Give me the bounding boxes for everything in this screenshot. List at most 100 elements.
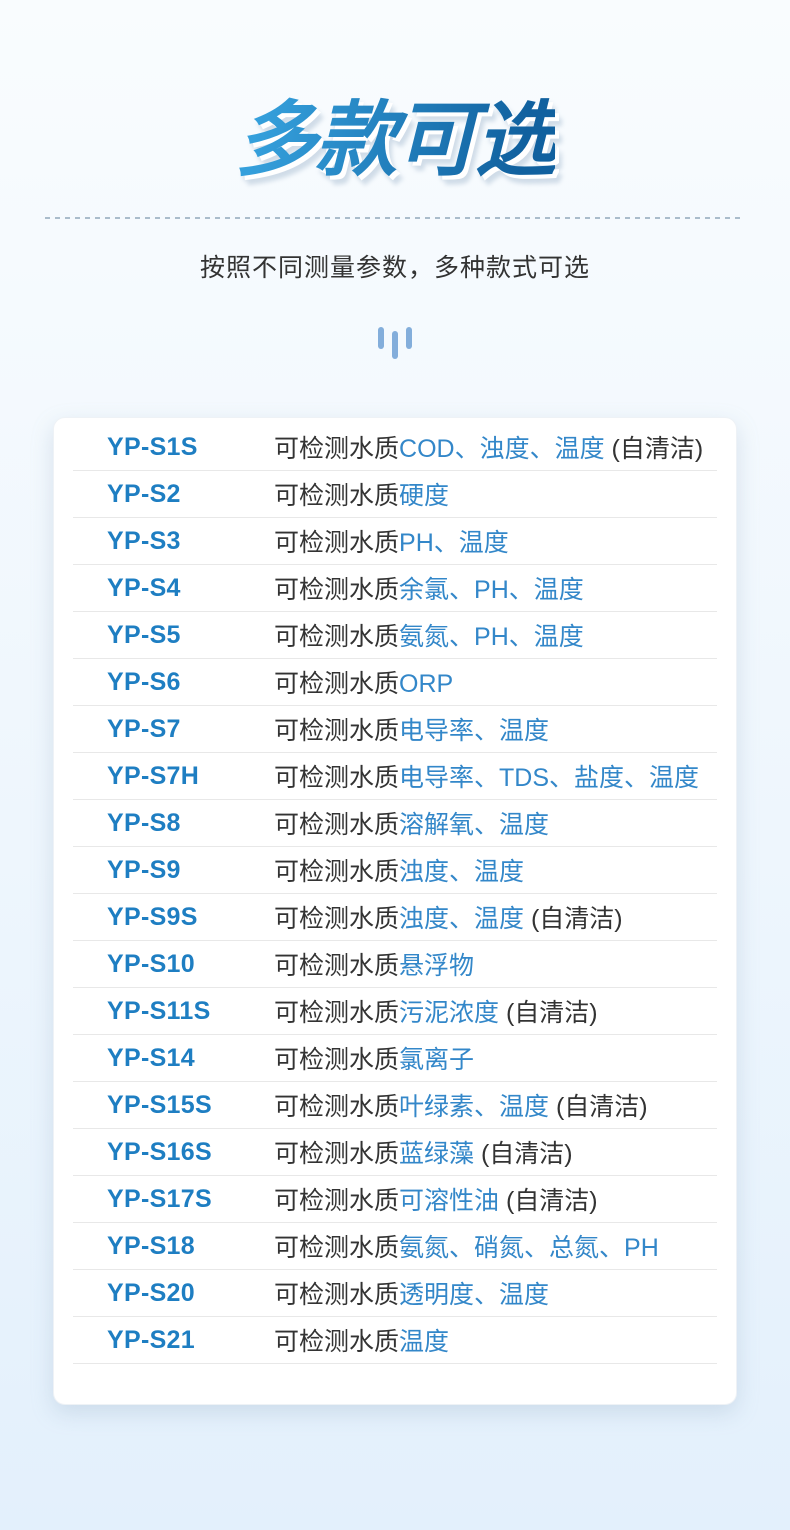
table-row: YP-S7 可检测水质电导率、温度: [73, 706, 717, 753]
description-prefix: 可检测水质: [274, 1046, 400, 1074]
model-name: YP-S4: [107, 573, 181, 602]
row-description: 可检测水质氨氮、硝氮、总氮、PH: [274, 1228, 659, 1264]
description-suffix: (自清洁): [499, 1187, 598, 1215]
row-description: 可检测水质电导率、TDS、盐度、温度: [274, 758, 699, 794]
table-row: YP-S3 可检测水质PH、温度: [73, 518, 717, 565]
model-name: YP-S2: [107, 479, 181, 508]
model-name: YP-S11S: [107, 996, 211, 1025]
table-row: YP-S8 可检测水质溶解氧、温度: [73, 800, 717, 847]
description-params: 电导率、TDS、盐度、温度: [399, 764, 700, 792]
row-description: 可检测水质可溶性油 (自清洁): [274, 1181, 598, 1217]
description-params: 溶解氧、温度: [399, 811, 550, 839]
description-prefix: 可检测水质: [274, 999, 400, 1027]
table-row: YP-S21 可检测水质温度: [73, 1317, 717, 1364]
table-row: YP-S9S 可检测水质浊度、温度 (自清洁): [73, 894, 717, 941]
model-name: YP-S1S: [107, 432, 198, 461]
description-suffix: (自清洁): [499, 999, 598, 1027]
table-row: YP-S11S 可检测水质污泥浓度 (自清洁): [73, 988, 717, 1035]
triple-bars-icon: [0, 327, 790, 359]
description-params: 叶绿素、温度: [399, 1093, 550, 1121]
row-description: 可检测水质COD、浊度、温度 (自清洁): [274, 429, 703, 465]
bar-middle: [392, 331, 398, 359]
table-row: YP-S15S 可检测水质叶绿素、温度 (自清洁): [73, 1082, 717, 1129]
model-name: YP-S10: [107, 949, 195, 978]
row-description: 可检测水质悬浮物: [274, 946, 474, 982]
description-params: 悬浮物: [399, 952, 475, 980]
row-description: 可检测水质电导率、温度: [274, 711, 549, 747]
model-name: YP-S3: [107, 526, 181, 555]
description-prefix: 可检测水质: [274, 1281, 400, 1309]
title-section: 多款可选: [0, 0, 790, 196]
model-name: YP-S17S: [107, 1184, 212, 1213]
description-params: 硬度: [399, 482, 450, 510]
model-name: YP-S15S: [107, 1090, 212, 1119]
description-prefix: 可检测水质: [274, 1234, 400, 1262]
row-description: 可检测水质污泥浓度 (自清洁): [274, 993, 598, 1029]
description-params: 污泥浓度: [399, 999, 500, 1027]
description-prefix: 可检测水质: [274, 717, 400, 745]
description-suffix: (自清洁): [604, 435, 704, 463]
description-prefix: 可检测水质: [274, 1140, 400, 1168]
row-description: 可检测水质浊度、温度: [274, 852, 524, 888]
description-params: 透明度、温度: [399, 1281, 550, 1309]
table-row: YP-S2 可检测水质硬度: [73, 471, 717, 518]
description-prefix: 可检测水质: [274, 435, 400, 463]
description-params: 蓝绿藻: [399, 1140, 475, 1168]
description-params: ORP: [399, 670, 454, 698]
row-description: 可检测水质溶解氧、温度: [274, 805, 549, 841]
description-prefix: 可检测水质: [274, 952, 400, 980]
table-row: YP-S10 可检测水质悬浮物: [73, 941, 717, 988]
description-suffix: (自清洁): [549, 1093, 648, 1121]
description-prefix: 可检测水质: [274, 529, 400, 557]
bar-left: [378, 327, 384, 349]
description-params: 电导率、温度: [399, 717, 550, 745]
table-row: YP-S16S 可检测水质蓝绿藻 (自清洁): [73, 1129, 717, 1176]
description-prefix: 可检测水质: [274, 764, 400, 792]
model-name: YP-S18: [107, 1231, 195, 1260]
description-prefix: 可检测水质: [274, 482, 400, 510]
description-params: 温度: [399, 1328, 450, 1356]
table-row: YP-S17S 可检测水质可溶性油 (自清洁): [73, 1176, 717, 1223]
bar-right: [406, 327, 412, 349]
page-subtitle: 按照不同测量参数，多种款式可选: [199, 254, 590, 282]
model-name: YP-S5: [107, 620, 181, 649]
description-params: PH、温度: [399, 529, 509, 557]
description-prefix: 可检测水质: [274, 1187, 400, 1215]
table-row: YP-S7H 可检测水质电导率、TDS、盐度、温度: [73, 753, 717, 800]
description-params: 氨氮、硝氮、总氮、PH: [399, 1234, 659, 1262]
description-params: 氯离子: [399, 1046, 475, 1074]
model-name: YP-S8: [107, 808, 181, 837]
table-row: YP-S9 可检测水质浊度、温度: [73, 847, 717, 894]
description-prefix: 可检测水质: [274, 811, 400, 839]
row-description: 可检测水质余氯、PH、温度: [274, 570, 584, 606]
model-name: YP-S16S: [107, 1137, 212, 1166]
description-prefix: 可检测水质: [274, 905, 400, 933]
model-table-body: YP-S1S 可检测水质COD、浊度、温度 (自清洁) YP-S2 可检测水质硬…: [54, 424, 736, 1364]
table-row: YP-S14 可检测水质氯离子: [73, 1035, 717, 1082]
model-name: YP-S9: [107, 855, 181, 884]
row-description: 可检测水质浊度、温度 (自清洁): [274, 899, 623, 935]
row-description: 可检测水质硬度: [274, 476, 449, 512]
model-name: YP-S7: [107, 714, 181, 743]
table-row: YP-S4 可检测水质余氯、PH、温度: [73, 565, 717, 612]
description-params: COD、浊度、温度: [399, 435, 605, 463]
description-params: 氨氮、PH、温度: [399, 623, 584, 651]
dashed-divider: [45, 217, 745, 219]
model-name: YP-S7H: [107, 761, 200, 790]
row-description: 可检测水质ORP: [274, 664, 453, 700]
description-prefix: 可检测水质: [274, 1328, 400, 1356]
description-prefix: 可检测水质: [274, 576, 400, 604]
model-name: YP-S9S: [107, 902, 198, 931]
model-name: YP-S6: [107, 667, 181, 696]
row-description: 可检测水质PH、温度: [274, 523, 509, 559]
row-description: 可检测水质透明度、温度: [274, 1275, 549, 1311]
table-row: YP-S20 可检测水质透明度、温度: [73, 1270, 717, 1317]
row-description: 可检测水质氯离子: [274, 1040, 474, 1076]
row-description: 可检测水质叶绿素、温度 (自清洁): [274, 1087, 648, 1123]
model-table-card: YP-S1S 可检测水质COD、浊度、温度 (自清洁) YP-S2 可检测水质硬…: [53, 417, 737, 1405]
table-row: YP-S5 可检测水质氨氮、PH、温度: [73, 612, 717, 659]
table-row: YP-S1S 可检测水质COD、浊度、温度 (自清洁): [73, 424, 717, 471]
description-params: 余氯、PH、温度: [399, 576, 584, 604]
row-description: 可检测水质蓝绿藻 (自清洁): [274, 1134, 573, 1170]
